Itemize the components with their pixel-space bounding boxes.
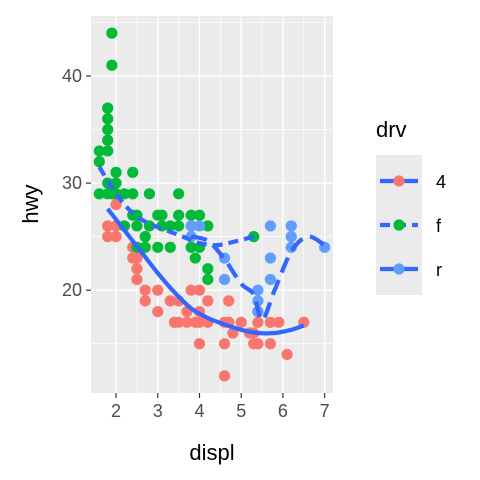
data-point-f <box>202 220 214 232</box>
legend-label-f: f <box>436 216 442 236</box>
data-point-4 <box>181 316 193 328</box>
data-point-4 <box>193 316 206 328</box>
data-point-4 <box>110 231 122 243</box>
legend-key-point-4 <box>393 175 405 187</box>
data-point-f <box>127 188 139 200</box>
data-point-4 <box>218 370 231 382</box>
data-point-4 <box>139 295 151 307</box>
data-point-4 <box>252 316 264 328</box>
y-tick-label: 30 <box>62 173 82 193</box>
data-point-4 <box>252 338 264 350</box>
data-point-f <box>173 209 185 221</box>
data-point-4 <box>264 338 277 350</box>
data-point-r <box>285 231 297 243</box>
data-point-f <box>127 166 139 178</box>
y-axis-title: hwy <box>18 184 43 223</box>
data-point-r <box>252 284 264 296</box>
data-point-r <box>185 220 197 232</box>
plot-panel <box>91 16 333 393</box>
data-point-4 <box>223 295 235 307</box>
legend-label-r: r <box>436 260 442 280</box>
data-point-f <box>143 188 156 200</box>
data-point-4 <box>131 263 143 275</box>
data-point-f <box>143 220 156 232</box>
smooth-line-r <box>190 234 326 323</box>
data-point-4 <box>110 198 122 211</box>
data-point-f <box>110 166 122 178</box>
legend-label-4: 4 <box>436 172 446 192</box>
data-point-f <box>131 220 143 232</box>
data-point-r <box>285 220 297 232</box>
legend-key-point-r <box>393 263 405 275</box>
data-point-f <box>185 209 197 221</box>
data-point-4 <box>173 316 185 328</box>
data-point-f <box>102 123 114 136</box>
data-point-4 <box>193 284 206 296</box>
smooth-line-f <box>97 165 255 248</box>
data-point-4 <box>152 284 164 296</box>
data-point-4 <box>131 273 143 286</box>
data-point-f <box>139 231 151 243</box>
data-point-4 <box>131 252 143 264</box>
data-point-f <box>202 263 214 275</box>
data-point-f <box>102 134 114 146</box>
data-point-f <box>102 102 114 114</box>
data-point-f <box>152 241 164 253</box>
x-tick-label: 3 <box>153 401 163 421</box>
legend-title: drv <box>376 117 407 142</box>
data-point-4 <box>202 295 214 307</box>
axis-ticks: 2 3 4 5 6 7 20 30 40 <box>62 66 330 421</box>
data-point-4 <box>281 348 293 361</box>
x-tick-label: 4 <box>194 401 204 421</box>
data-point-f <box>185 241 197 253</box>
data-point-4 <box>152 306 164 318</box>
data-point-f <box>164 220 176 232</box>
data-point-r <box>264 273 277 286</box>
data-point-f <box>93 145 105 157</box>
data-point-f <box>118 188 130 200</box>
y-tick-label: 20 <box>62 280 82 300</box>
data-point-f <box>106 27 118 39</box>
x-tick-label: 2 <box>111 401 121 421</box>
smooth-line-4 <box>106 207 305 336</box>
x-tick-label: 5 <box>236 401 246 421</box>
y-tick-label: 40 <box>62 66 82 86</box>
data-point-f <box>189 252 201 264</box>
x-tick-label: 7 <box>320 401 330 421</box>
data-point-4 <box>185 284 197 296</box>
smooth-lines <box>97 165 326 336</box>
data-point-4 <box>164 295 176 307</box>
data-point-4 <box>102 220 114 232</box>
data-point-r <box>218 273 231 286</box>
data-point-f <box>173 188 185 200</box>
data-point-f <box>173 220 185 232</box>
x-tick-label: 6 <box>278 401 288 421</box>
x-axis-title: displ <box>189 440 234 465</box>
data-point-4 <box>218 338 231 350</box>
legend-key-point-f <box>393 219 405 231</box>
data-point-4 <box>264 316 277 328</box>
data-point-r <box>264 220 277 232</box>
data-point-4 <box>139 284 151 296</box>
data-point-4 <box>102 231 114 243</box>
data-point-f <box>164 241 176 253</box>
data-point-f <box>106 59 118 71</box>
data-point-f <box>202 273 214 286</box>
data-point-4 <box>235 316 247 328</box>
data-point-r <box>264 252 277 264</box>
data-point-4 <box>273 316 285 328</box>
data-point-f <box>156 209 168 221</box>
legend: 4 f r <box>376 155 446 295</box>
data-point-4 <box>193 338 206 350</box>
data-point-f <box>193 209 206 221</box>
data-point-r <box>193 220 206 232</box>
data-point-f <box>93 156 105 168</box>
data-point-f <box>102 145 114 157</box>
data-point-f <box>102 113 114 125</box>
data-point-f <box>93 188 105 200</box>
